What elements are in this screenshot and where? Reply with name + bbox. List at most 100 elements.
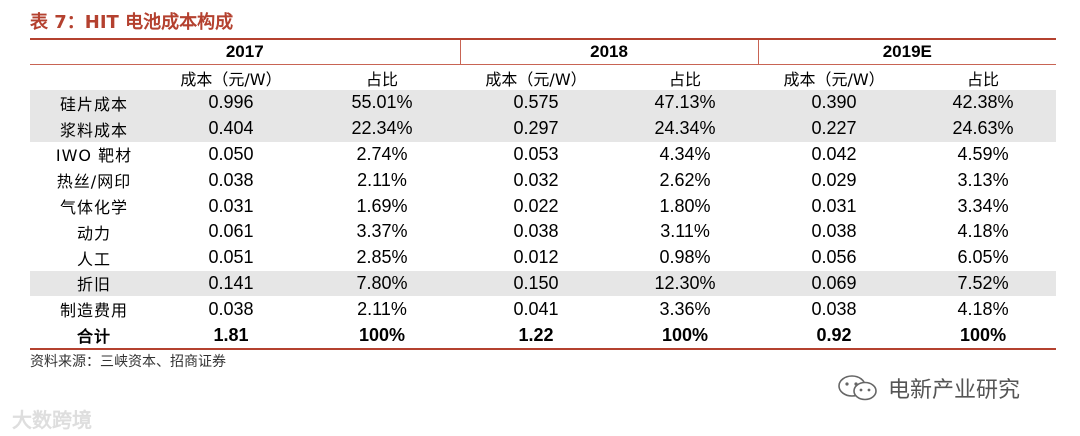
share-cell: 2.62% bbox=[659, 169, 711, 190]
year-header: 2017 bbox=[30, 38, 461, 65]
sub-header-row: 成本（元/W） 占比 成本（元/W） 占比 成本（元/W） 占比 bbox=[30, 65, 1056, 91]
cost-cell: 0.031 bbox=[208, 195, 254, 216]
table-row: 热丝/网印 0.038 2.11% 0.032 2.62% 0.029 3.13% bbox=[30, 167, 1056, 193]
share-cell: 1.69% bbox=[356, 195, 408, 216]
share-cell: 3.37% bbox=[356, 221, 408, 242]
row-label: 折旧 bbox=[30, 270, 158, 297]
share-header: 占比 bbox=[967, 69, 1000, 89]
table-title: 表 7：HIT 电池成本构成 bbox=[30, 12, 234, 33]
cost-cell: 0.575 bbox=[460, 90, 613, 116]
share-cell: 3.11% bbox=[660, 221, 710, 242]
cost-cell: 0.038 bbox=[811, 298, 857, 319]
share-cell: 2.85% bbox=[356, 247, 408, 268]
row-label: 浆料成本 bbox=[30, 115, 158, 142]
share-cell: 7.80% bbox=[304, 270, 461, 297]
cost-cell: 0.038 bbox=[811, 221, 857, 242]
cost-cell: 0.012 bbox=[513, 247, 559, 268]
cost-cell: 0.042 bbox=[811, 143, 857, 164]
share-cell: 47.13% bbox=[612, 90, 759, 116]
row-label: 动力 bbox=[76, 223, 111, 243]
cost-cell: 0.038 bbox=[208, 298, 254, 319]
row-label: 热丝/网印 bbox=[56, 172, 132, 192]
row-label: IWO 靶材 bbox=[55, 146, 133, 166]
cost-table: 2017 2018 2019E 成本（元/W） 占比 成本（元/W） 占比 成本… bbox=[30, 38, 1057, 350]
share-cell: 12.30% bbox=[612, 270, 759, 297]
cost-cell: 0.141 bbox=[158, 270, 304, 297]
cost-cell: 0.031 bbox=[811, 195, 857, 216]
share-cell: 3.36% bbox=[659, 298, 711, 319]
share-cell: 2.11% bbox=[357, 298, 407, 319]
table-row: 制造费用 0.038 2.11% 0.041 3.36% 0.038 4.18% bbox=[30, 296, 1056, 322]
watermark-left: 大数跨境 bbox=[12, 408, 92, 432]
share-cell: 6.05% bbox=[957, 247, 1009, 268]
share-cell: 1.80% bbox=[659, 195, 711, 216]
share-header: 占比 bbox=[669, 69, 702, 89]
share-cell: 42.38% bbox=[910, 90, 1057, 116]
row-label: 硅片成本 bbox=[30, 90, 158, 116]
wechat-icon bbox=[838, 375, 877, 401]
year-header-row: 2017 2018 2019E bbox=[30, 38, 1057, 65]
cost-cell: 1.22 bbox=[460, 322, 613, 350]
cost-header: 成本（元/W） bbox=[783, 69, 885, 89]
row-label: 合计 bbox=[30, 322, 158, 350]
share-cell: 3.34% bbox=[957, 195, 1009, 216]
share-cell: 24.34% bbox=[612, 115, 759, 142]
share-cell: 100% bbox=[612, 322, 759, 350]
share-cell: 0.98% bbox=[659, 247, 711, 268]
watermark-right-text: 电新产业研究 bbox=[888, 378, 1021, 403]
share-cell: 55.01% bbox=[304, 90, 461, 116]
share-cell: 2.11% bbox=[357, 169, 407, 190]
table-row: 动力 0.061 3.37% 0.038 3.11% 0.038 4.18% bbox=[30, 219, 1056, 245]
share-cell: 100% bbox=[910, 322, 1057, 350]
share-cell: 2.74% bbox=[356, 143, 408, 164]
cost-cell: 0.404 bbox=[158, 115, 304, 142]
cost-cell: 0.996 bbox=[158, 90, 304, 116]
share-cell: 24.63% bbox=[910, 115, 1057, 142]
cost-cell: 0.038 bbox=[513, 221, 559, 242]
cost-cell: 0.390 bbox=[758, 90, 911, 116]
share-cell: 4.59% bbox=[957, 143, 1009, 164]
table-row: 人工 0.051 2.85% 0.012 0.98% 0.056 6.05% bbox=[30, 245, 1056, 271]
share-cell: 4.34% bbox=[659, 143, 711, 164]
cost-cell: 0.053 bbox=[513, 143, 559, 164]
table-row: 折旧 0.141 7.80% 0.150 12.30% 0.069 7.52% bbox=[30, 270, 1057, 297]
cost-cell: 0.227 bbox=[758, 115, 911, 142]
cost-cell: 0.061 bbox=[208, 221, 254, 242]
cost-cell: 0.051 bbox=[208, 247, 254, 268]
cost-cell: 0.297 bbox=[460, 115, 613, 142]
year-header: 2018 bbox=[460, 38, 759, 65]
cost-cell: 0.022 bbox=[513, 195, 559, 216]
table-body: 硅片成本 0.996 55.01% 0.575 47.13% 0.390 42.38% 浆料成… bbox=[30, 90, 1057, 350]
cost-cell: 0.069 bbox=[758, 270, 911, 297]
share-cell: 100% bbox=[304, 322, 461, 350]
cost-cell: 0.056 bbox=[811, 247, 857, 268]
row-label: 人工 bbox=[76, 249, 111, 269]
share-cell: 22.34% bbox=[304, 115, 461, 142]
cost-cell: 0.038 bbox=[208, 169, 254, 190]
cost-cell: 0.029 bbox=[811, 169, 857, 190]
share-header: 占比 bbox=[366, 69, 399, 89]
total-row: 合计 1.81 100% 1.22 100% 0.92 100% bbox=[30, 322, 1057, 350]
share-cell: 7.52% bbox=[910, 270, 1057, 297]
cost-cell: 0.92 bbox=[758, 322, 911, 350]
cost-cell: 1.81 bbox=[158, 322, 304, 350]
row-label: 气体化学 bbox=[59, 198, 128, 218]
row-label-header bbox=[30, 65, 158, 91]
cost-header: 成本（元/W） bbox=[485, 69, 587, 89]
table-row: 硅片成本 0.996 55.01% 0.575 47.13% 0.390 42.38% bbox=[30, 90, 1057, 116]
cost-header: 成本（元/W） bbox=[180, 69, 282, 89]
source-note: 资料来源：三峡资本、招商证券 bbox=[30, 354, 226, 370]
cost-cell: 0.032 bbox=[513, 169, 559, 190]
year-header: 2019E bbox=[758, 38, 1057, 65]
table-row: 浆料成本 0.404 22.34% 0.297 24.34% 0.227 24.63% bbox=[30, 115, 1057, 142]
cost-cell: 0.050 bbox=[208, 143, 254, 164]
cost-cell: 0.150 bbox=[460, 270, 613, 297]
table-row: IWO 靶材 0.050 2.74% 0.053 4.34% 0.042 4.59% bbox=[30, 142, 1056, 168]
share-cell: 4.18% bbox=[957, 298, 1009, 319]
share-cell: 3.13% bbox=[957, 169, 1009, 190]
table-row: 气体化学 0.031 1.69% 0.022 1.80% 0.031 3.34% bbox=[30, 193, 1056, 219]
cost-cell: 0.041 bbox=[513, 298, 559, 319]
share-cell: 4.18% bbox=[957, 221, 1009, 242]
watermark-right: 电新产业研究 bbox=[836, 372, 1020, 404]
row-label: 制造费用 bbox=[59, 301, 128, 321]
